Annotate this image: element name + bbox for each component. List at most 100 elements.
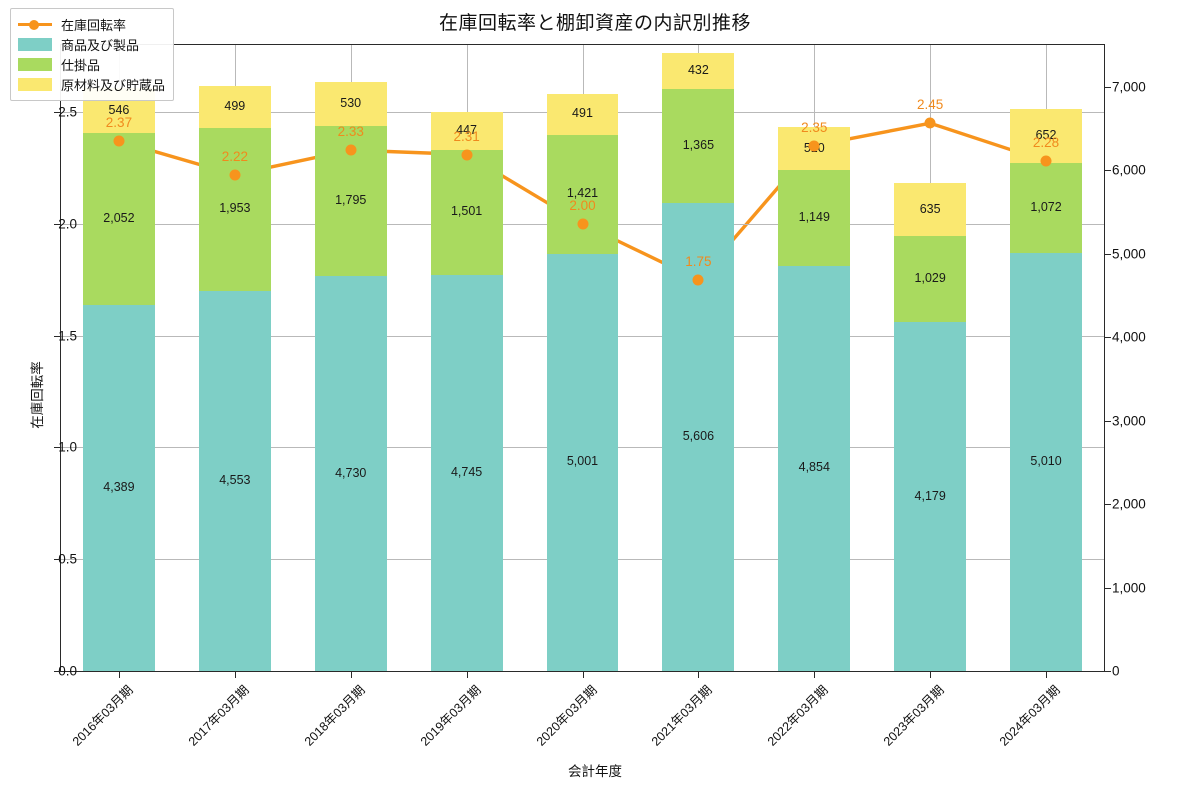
bar-segment[interactable] bbox=[198, 127, 271, 291]
x-axis-tick: 2022年03月期 bbox=[765, 682, 831, 749]
turnover-value-label: 1.75 bbox=[685, 253, 712, 269]
turnover-point[interactable] bbox=[229, 169, 241, 181]
turnover-point[interactable] bbox=[808, 140, 820, 152]
bar-segment[interactable] bbox=[83, 304, 155, 671]
turnover-point[interactable] bbox=[924, 117, 936, 129]
bar-segment-value: 5,001 bbox=[566, 454, 599, 469]
legend-item[interactable]: 仕掛品 bbox=[18, 54, 165, 74]
legend-item-label: 仕掛品 bbox=[61, 57, 101, 73]
stacked-bar[interactable]: 4,389 2,052 546 bbox=[83, 45, 155, 671]
bar-segment-value: 4,745 bbox=[450, 464, 483, 479]
legend-item[interactable]: 商品及び製品 bbox=[18, 34, 165, 54]
turnover-value-label: 2.37 bbox=[105, 115, 133, 131]
turnover-point[interactable] bbox=[461, 149, 473, 161]
bar-segment[interactable] bbox=[1010, 252, 1082, 671]
bar-segment[interactable] bbox=[314, 82, 387, 127]
bar-segment-value: 1,029 bbox=[914, 271, 946, 286]
bar-segment[interactable] bbox=[430, 149, 503, 275]
y-axis-right-tick: 3,000 bbox=[1112, 413, 1146, 429]
bar-segment[interactable] bbox=[778, 169, 851, 266]
y-axis-left-tick-mark bbox=[54, 223, 60, 225]
bar-segment[interactable] bbox=[1010, 108, 1082, 164]
y-axis-right-tick: 6,000 bbox=[1112, 162, 1146, 178]
stacked-bar[interactable]: 4,179 1,029 635 bbox=[894, 45, 967, 671]
y-axis-right-tick-mark bbox=[1105, 253, 1111, 255]
bar-segment-value: 1,953 bbox=[219, 201, 251, 216]
turnover-value-label: 2.00 bbox=[569, 197, 596, 213]
bar-segment[interactable] bbox=[430, 274, 503, 671]
bar-segment-value: 4,553 bbox=[219, 472, 251, 487]
stacked-bar[interactable]: 4,553 1,953 499 bbox=[198, 45, 271, 671]
y-axis-left-tick-mark bbox=[54, 112, 60, 114]
turnover-point[interactable] bbox=[577, 218, 588, 230]
stacked-bar[interactable]: 4,730 1,795 530 bbox=[314, 45, 387, 671]
y-axis-right-tick: 2,000 bbox=[1112, 496, 1146, 512]
bar-segment[interactable] bbox=[546, 134, 619, 254]
bar-segment[interactable] bbox=[430, 112, 503, 150]
bar-segment[interactable] bbox=[662, 53, 735, 90]
y-axis-left-label: 在庫回転率 bbox=[29, 360, 45, 429]
turnover-point[interactable] bbox=[1040, 155, 1052, 167]
turnover-value-label: 2.35 bbox=[801, 119, 828, 135]
stacked-bar[interactable]: 5,606 1,365 432 bbox=[662, 45, 735, 671]
bar-segment[interactable] bbox=[1010, 163, 1082, 253]
bar-segment-value: 1,365 bbox=[682, 138, 715, 153]
bar-segment[interactable] bbox=[198, 86, 271, 128]
x-axis-tick: 2020年03月期 bbox=[533, 682, 600, 749]
y-axis-right-tick-mark bbox=[1105, 420, 1111, 422]
y-axis-left-tick-mark bbox=[54, 671, 60, 672]
legend-item[interactable]: 原材料及び貯蔵品 bbox=[18, 74, 165, 94]
bar-segment[interactable] bbox=[894, 236, 967, 323]
y-axis-left-tick: 0.5 bbox=[58, 551, 77, 567]
bar-segment-value: 447 bbox=[456, 123, 478, 137]
y-axis-right-tick: 7,000 bbox=[1112, 79, 1146, 95]
y-axis-right-tick-mark bbox=[1105, 86, 1111, 88]
turnover-point[interactable] bbox=[113, 135, 125, 147]
x-axis-tick: 2017年03月期 bbox=[185, 682, 252, 749]
bar-segment-value: 652 bbox=[1035, 128, 1057, 143]
y-axis-left-tick-mark bbox=[54, 559, 60, 561]
turnover-value-label: 2.22 bbox=[221, 148, 248, 164]
legend-item[interactable]: 在庫回転率 bbox=[18, 14, 165, 34]
bar-segment-value: 4,730 bbox=[335, 465, 367, 480]
y-axis-right-tick-mark bbox=[1105, 504, 1111, 506]
bar-segment-value: 1,072 bbox=[1030, 200, 1062, 215]
y-axis-left-tick: 1.0 bbox=[58, 439, 77, 455]
turnover-point[interactable] bbox=[692, 274, 704, 286]
stacked-bar[interactable]: 4,745 1,501 447 bbox=[430, 45, 503, 671]
turnover-point[interactable] bbox=[345, 144, 357, 156]
legend-line-icon bbox=[18, 18, 52, 31]
bar-segment[interactable] bbox=[662, 89, 735, 204]
bar-segment[interactable] bbox=[83, 133, 155, 305]
y-axis-left-tick: 2.0 bbox=[58, 216, 77, 232]
turnover-value-label: 2.33 bbox=[337, 124, 364, 140]
x-axis-tick-mark bbox=[1046, 672, 1048, 678]
x-axis-tick: 2021年03月期 bbox=[649, 682, 716, 749]
bar-segment-value: 546 bbox=[108, 102, 130, 117]
bar-segment[interactable] bbox=[546, 93, 619, 135]
bar-segment-value: 5,606 bbox=[682, 429, 715, 444]
bar-segment-value: 5,010 bbox=[1030, 453, 1062, 468]
bar-segment[interactable] bbox=[894, 322, 967, 671]
bar-segment[interactable] bbox=[198, 290, 271, 671]
bar-segment-value: 432 bbox=[687, 63, 709, 78]
bar-segment[interactable] bbox=[778, 265, 851, 671]
bar-segment-value: 499 bbox=[224, 99, 246, 114]
bar-segment-value: 491 bbox=[572, 106, 593, 121]
y-axis-right-tick-mark bbox=[1105, 671, 1111, 672]
x-axis-tick-mark bbox=[350, 672, 352, 678]
bar-segment[interactable] bbox=[894, 183, 967, 237]
stacked-bar[interactable]: 5,001 1,421 491 bbox=[546, 45, 619, 671]
turnover-value-label: 2.45 bbox=[917, 97, 944, 113]
bar-segment-value: 530 bbox=[340, 96, 362, 111]
plot-area: 4,389 2,052 546 4,553 1,953 499 4,730 1,795 530 4… bbox=[60, 44, 1105, 672]
x-axis-tick: 2019年03月期 bbox=[417, 682, 484, 749]
x-axis-tick: 2024年03月期 bbox=[996, 682, 1063, 749]
bar-segment[interactable] bbox=[314, 276, 387, 671]
bar-segment[interactable] bbox=[546, 253, 619, 671]
y-axis-right-tick: 5,000 bbox=[1112, 246, 1146, 262]
y-axis-right-tick: 4,000 bbox=[1112, 329, 1146, 345]
stacked-bar[interactable]: 5,010 1,072 652 bbox=[1010, 45, 1082, 671]
